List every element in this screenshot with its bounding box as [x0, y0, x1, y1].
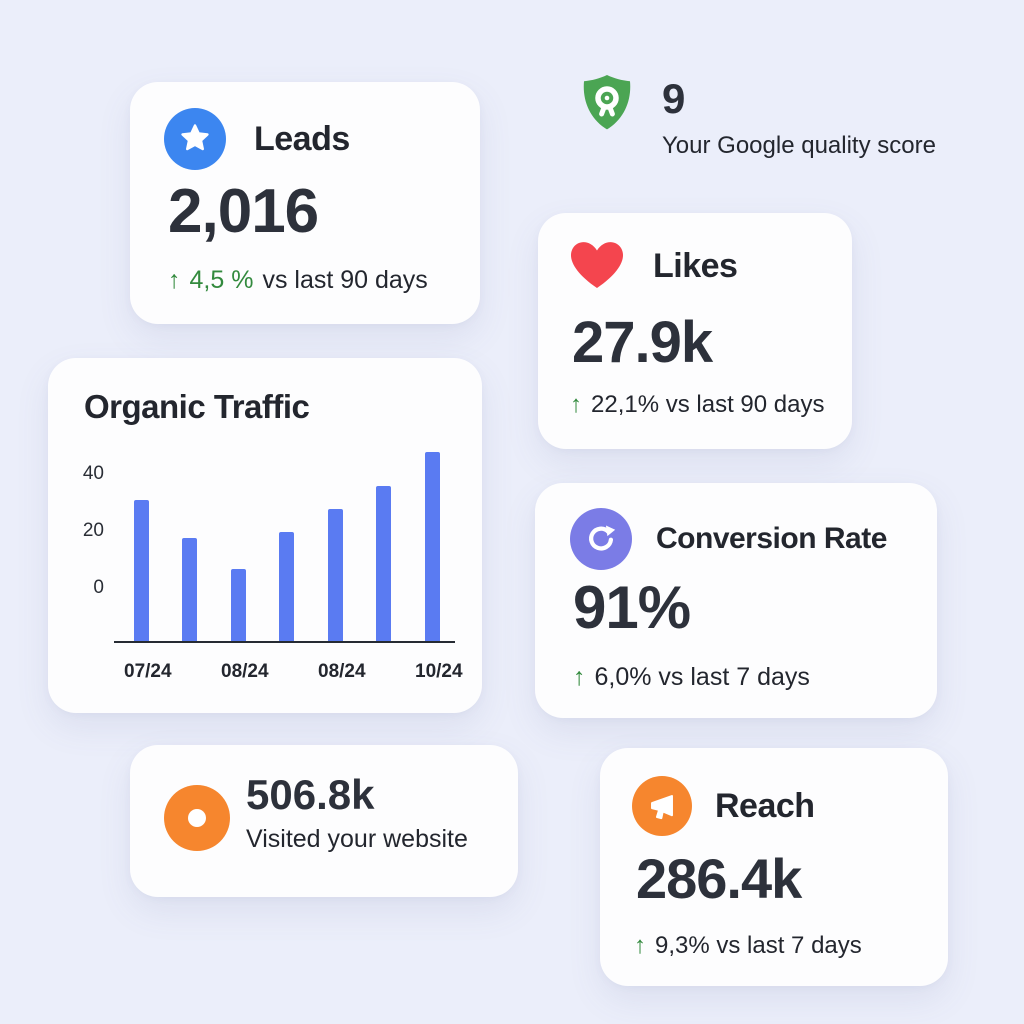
conversion-rate-card: Conversion Rate 91% ↑ 6,0% vs last 7 day…: [535, 483, 937, 718]
bar-column: [221, 453, 255, 641]
quality-score-block: 9 Your Google quality score: [575, 73, 936, 160]
reach-delta-text: 9,3% vs last 7 days: [655, 932, 862, 959]
traffic-bar: [376, 486, 391, 641]
organic-traffic-xlabels: 07/24 08/24 08/24 10/24: [114, 661, 463, 683]
bar-column: [367, 453, 401, 641]
reach-value: 286.4k: [636, 847, 802, 910]
quality-score-label: Your Google quality score: [662, 132, 936, 159]
visitors-value: 506.8k: [246, 771, 375, 818]
x-tick-label: 10/24: [415, 661, 463, 682]
conversion-delta: ↑ 6,0% vs last 7 days: [573, 663, 810, 692]
conversion-value: 91%: [573, 574, 691, 641]
chart-title: Organic Traffic: [84, 388, 310, 425]
leads-label: Leads: [254, 119, 350, 158]
traffic-bar: [230, 569, 246, 641]
organic-traffic-card: Organic Traffic 0 20 40 07/24 08/24 08/24 10/…: [48, 358, 482, 713]
leads-delta-text: vs last 90 days: [262, 266, 428, 294]
traffic-bar: [424, 452, 440, 641]
star-icon: [164, 108, 226, 170]
leads-delta-percent: 4,5 %: [189, 266, 254, 294]
x-tick-label: 08/24: [221, 661, 269, 682]
y-tick-label: 20: [82, 520, 104, 541]
visitors-header: [164, 785, 230, 851]
leads-header: Leads: [164, 108, 350, 170]
likes-header: Likes: [565, 235, 738, 298]
traffic-bar: [327, 509, 343, 641]
organic-traffic-plot: [114, 452, 455, 643]
x-tick-label: 08/24: [318, 661, 366, 682]
leads-delta: ↑ 4,5 % vs last 90 days: [168, 266, 428, 295]
arrow-up-icon: ↑: [573, 663, 586, 691]
arrow-up-icon: ↑: [634, 932, 646, 959]
x-tick-label: [270, 661, 304, 683]
visitors-label: Visited your website: [246, 825, 468, 853]
y-tick-label: 40: [82, 463, 104, 484]
x-tick-label: [173, 661, 207, 683]
reach-label: Reach: [715, 786, 815, 825]
arrow-up-icon: ↑: [168, 266, 181, 294]
likes-value: 27.9k: [572, 310, 713, 375]
likes-label: Likes: [653, 247, 738, 285]
shield-badge-icon: [575, 73, 639, 160]
visitors-card: 506.8k Visited your website: [130, 745, 518, 897]
x-tick-label: [367, 661, 401, 683]
dot-circle-icon: [164, 785, 230, 851]
heart-icon: [565, 235, 629, 298]
organic-traffic-ylabels: 0 20 40: [66, 453, 104, 643]
leads-card: Leads 2,016 ↑ 4,5 % vs last 90 days: [130, 82, 480, 324]
bar-column: [270, 453, 304, 641]
traffic-bar: [182, 538, 197, 641]
conversion-label: Conversion Rate: [656, 522, 887, 555]
reach-header: Reach: [632, 776, 815, 836]
x-tick-label: 07/24: [124, 661, 172, 682]
rotate-arrow-icon: [570, 508, 632, 570]
dot-circle-hole: [188, 809, 206, 827]
conversion-delta-text: 6,0% vs last 7 days: [594, 663, 810, 691]
reach-card: Reach 286.4k ↑ 9,3% vs last 7 days: [600, 748, 948, 986]
quality-score-value: 9: [662, 75, 686, 122]
likes-card: Likes 27.9k ↑ 22,1% vs last 90 days: [538, 213, 852, 449]
bar-column: [173, 453, 207, 641]
likes-delta-text: 22,1% vs last 90 days: [591, 391, 825, 418]
traffic-bar: [133, 500, 149, 641]
traffic-bar: [279, 532, 294, 641]
likes-delta: ↑ 22,1% vs last 90 days: [570, 391, 824, 419]
leads-value: 2,016: [168, 177, 319, 246]
reach-delta: ↑ 9,3% vs last 7 days: [634, 932, 862, 960]
y-tick-label: 0: [93, 577, 104, 598]
conversion-header: Conversion Rate: [570, 508, 887, 570]
bar-column: [124, 453, 158, 641]
arrow-up-icon: ↑: [570, 391, 582, 418]
bar-column: [415, 452, 449, 641]
megaphone-icon: [632, 776, 692, 836]
bar-column: [318, 453, 352, 641]
